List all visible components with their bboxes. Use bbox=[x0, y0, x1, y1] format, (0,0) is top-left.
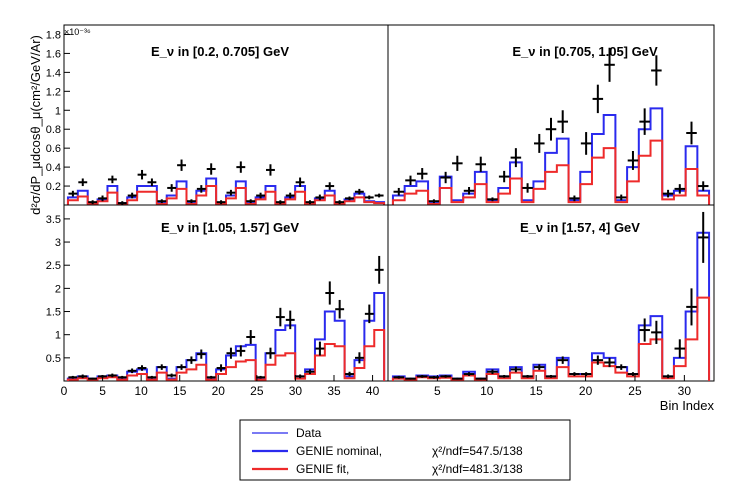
x-axis-label: Bin Index bbox=[660, 398, 715, 413]
y-tick-label: 1.2 bbox=[46, 86, 61, 98]
x-tick-label: 15 bbox=[173, 384, 187, 398]
panel-frame bbox=[387, 204, 715, 382]
x-tick-label: 10 bbox=[480, 384, 494, 398]
y-axis-label: d²σ/dP_μdcosθ_μ(cm²/GeV/Ar) bbox=[28, 35, 43, 215]
x-tick-label: 35 bbox=[327, 384, 341, 398]
y-tick-label: 1 bbox=[55, 105, 61, 117]
x-tick-label: 25 bbox=[628, 384, 642, 398]
series-genie-fit bbox=[391, 139, 711, 206]
y-tick-label: 0.4 bbox=[46, 162, 61, 174]
x-tick-label: 25 bbox=[250, 384, 264, 398]
legend-label-nominal: GENIE nominal, bbox=[296, 444, 382, 458]
x-tick-label: 20 bbox=[579, 384, 593, 398]
x-tick-label: 5 bbox=[99, 384, 106, 398]
series-genie-fit bbox=[66, 329, 386, 381]
y-tick-label: 1.5 bbox=[46, 307, 61, 319]
y-tick-label: 1.4 bbox=[46, 67, 61, 79]
panel-top-left: 0.2 0.4 0.6 0.8 1 1.2 1.4 1.6 1.8 bbox=[46, 24, 389, 206]
panel-top-right bbox=[387, 24, 715, 206]
y-tick-label: 3 bbox=[55, 237, 61, 249]
panel-title-bottom-right: E_ν in [1.57, 4] GeV bbox=[520, 220, 640, 235]
legend-label-fit: GENIE fit, bbox=[296, 462, 349, 476]
panel-title-bottom-left: E_ν in [1.05, 1.57] GeV bbox=[161, 220, 299, 235]
panel-bottom-right: 5 10 15 20 25 30 bbox=[387, 204, 715, 398]
y-tick-label: 1 bbox=[55, 330, 61, 342]
x-tick-label: 15 bbox=[530, 384, 544, 398]
y-tick-label: 0.8 bbox=[46, 124, 61, 136]
y-tick-label: 3.5 bbox=[46, 214, 61, 226]
y-tick-label: 0.2 bbox=[46, 181, 61, 193]
y-tick-label: 1.8 bbox=[46, 29, 61, 41]
legend-box bbox=[239, 419, 571, 481]
x-tick-label: 30 bbox=[678, 384, 692, 398]
y-tick-label: 0.5 bbox=[46, 353, 61, 365]
x-tick-label: 5 bbox=[434, 384, 441, 398]
panel-title-top-right: E_ν in [0.705, 1.05] GeV bbox=[512, 44, 658, 59]
series-genie-fit bbox=[391, 296, 711, 381]
y-tick-label: 2 bbox=[55, 283, 61, 295]
y-tick-label: 0.6 bbox=[46, 143, 61, 155]
x-tick-label: 20 bbox=[212, 384, 226, 398]
y-tick-label: 1.6 bbox=[46, 48, 61, 60]
legend-chi2-fit: χ²/ndf=481.3/138 bbox=[432, 462, 523, 476]
x-tick-label: 40 bbox=[366, 384, 380, 398]
legend-chi2-nominal: χ²/ndf=547.5/138 bbox=[432, 444, 523, 458]
y-tick-label: 2.5 bbox=[46, 260, 61, 272]
legend-label-data: Data bbox=[296, 426, 322, 440]
x-tick-label: 30 bbox=[289, 384, 303, 398]
legend: Data GENIE nominal, χ²/ndf=547.5/138 GEN… bbox=[239, 419, 571, 481]
x-tick-label: 0 bbox=[61, 384, 68, 398]
series-genie-fit bbox=[66, 185, 386, 206]
panel-title-top-left: E_ν in [0.2, 0.705] GeV bbox=[151, 44, 289, 59]
y-exponent-label: ×10⁻³⁶ bbox=[64, 27, 91, 37]
x-tick-label: 10 bbox=[134, 384, 148, 398]
